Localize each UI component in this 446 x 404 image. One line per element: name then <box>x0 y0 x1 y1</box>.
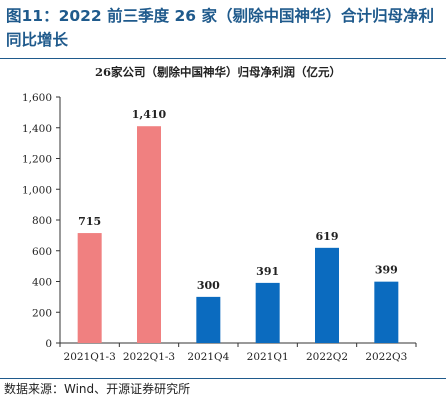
x-tick-label: 2022Q3 <box>365 351 407 363</box>
source-note: 数据来源：Wind、开源证券研究所 <box>4 382 191 396</box>
data-label: 619 <box>316 230 339 243</box>
x-tick-label: 2022Q1-3 <box>123 351 175 363</box>
y-tick-label: 800 <box>32 215 52 227</box>
axes: 0 200 400 600 800 1,000 1,200 1,400 1,600 2021Q1-… <box>22 92 417 363</box>
bottom-rule <box>0 378 446 379</box>
data-label: 391 <box>256 265 279 278</box>
y-tick-label: 1,200 <box>22 154 52 166</box>
x-tick-label: 2021Q1-3 <box>64 351 116 363</box>
bar <box>255 282 280 343</box>
top-rule <box>0 58 446 59</box>
y-tick-label: 1,400 <box>22 123 52 135</box>
data-label: 300 <box>197 279 220 292</box>
y-tick-label: 1,000 <box>22 184 52 196</box>
bar <box>374 281 399 343</box>
bar <box>196 296 221 343</box>
bar <box>315 247 339 343</box>
y-tick-label: 0 <box>45 338 52 350</box>
data-label: 399 <box>375 264 398 277</box>
y-tick-label: 400 <box>32 277 52 289</box>
x-tick-label: 2021Q4 <box>187 351 229 363</box>
bar <box>137 126 161 344</box>
bars <box>77 126 399 344</box>
data-label: 1,410 <box>132 108 167 121</box>
y-tick-label: 200 <box>32 307 52 319</box>
y-tick-label: 600 <box>32 246 52 258</box>
data-labels: 715 1,410 300 391 619 399 <box>78 108 398 292</box>
figure-title: 图11：2022 前三季度 26 家（剔除中国神华）合计归母净利同比增长 <box>6 7 434 49</box>
chart-title: 26家公司（剔除中国神华）归母净利润（亿元） <box>95 65 341 79</box>
data-label: 715 <box>78 215 101 228</box>
y-tick-label: 1,600 <box>22 92 52 104</box>
bar <box>77 233 102 343</box>
x-tick-label: 2022Q2 <box>306 351 348 363</box>
x-tick-label: 2021Q1 <box>247 351 289 363</box>
